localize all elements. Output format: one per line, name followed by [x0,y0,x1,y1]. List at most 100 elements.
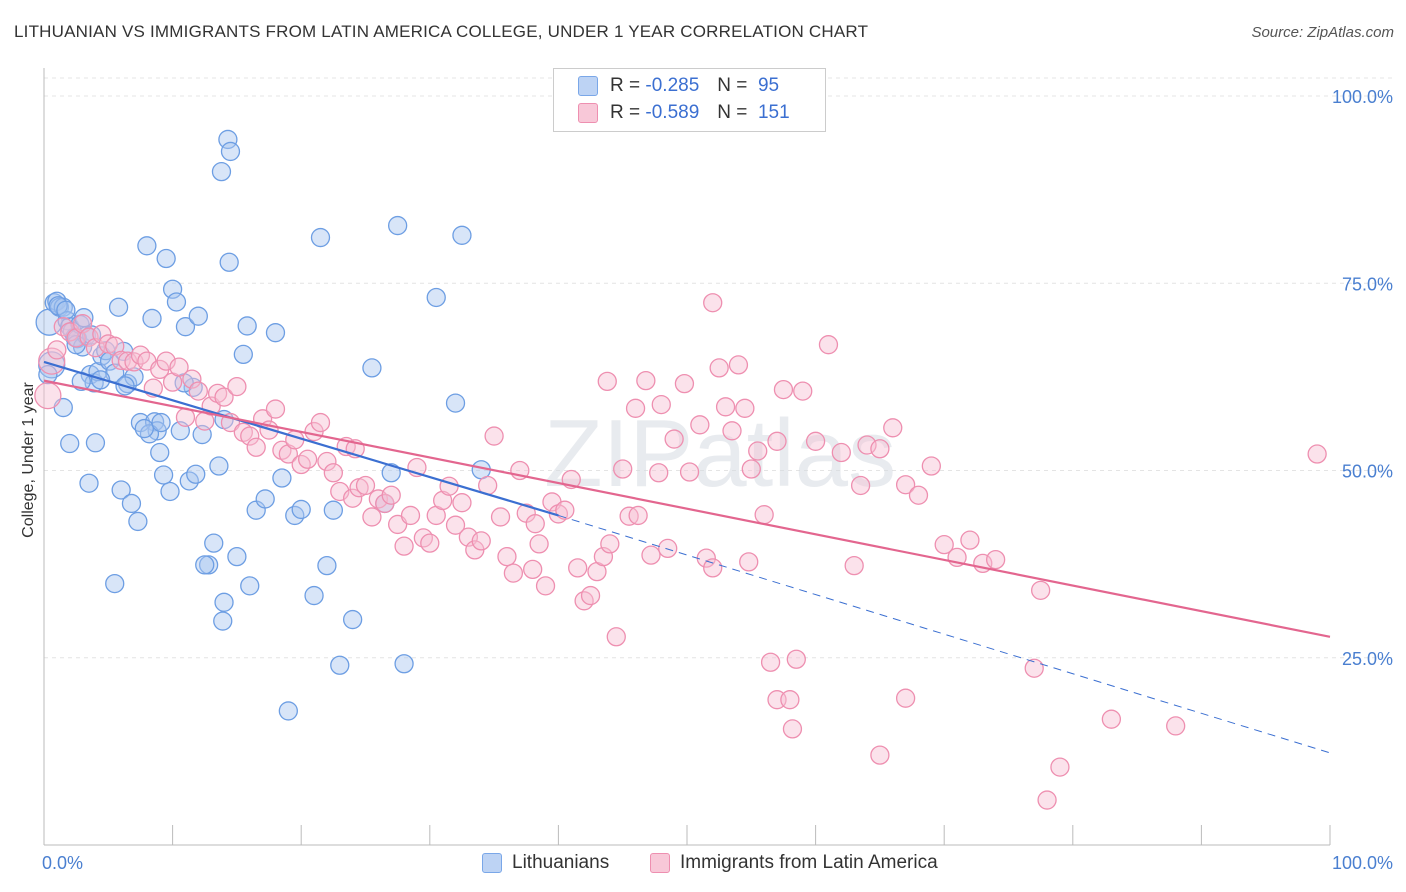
data-point [237,316,257,336]
data-point [568,558,588,578]
data-point [156,248,176,269]
data-point [128,511,148,532]
data-point [182,369,202,389]
stats-legend: R = -0.285 N = 95 R = -0.589 N = 151 [553,68,826,132]
data-point [445,515,466,535]
data-point [426,287,446,308]
data-point [183,377,203,398]
data-point [535,576,556,596]
data-point [490,507,511,527]
source-label: Source: ZipAtlas.com [1251,24,1394,41]
data-point [709,358,729,378]
data-point [870,439,890,459]
data-point [433,490,453,511]
bottom-swatch-pink [650,852,670,873]
data-point [310,412,331,433]
data-point [606,627,626,647]
data-point [580,585,601,606]
data-point [831,442,851,463]
data-point [754,505,774,525]
data-point [497,546,517,567]
data-point [53,317,73,337]
data-point [204,533,224,553]
n-label: N = [717,75,748,96]
data-point [773,379,794,400]
data-point [641,545,661,565]
data-point [471,531,491,551]
data-point [142,308,162,329]
data-point [56,300,76,320]
data-point [85,433,106,453]
r-value: -0.589 [645,102,700,123]
bottom-legend-label: Immigrants from Latin America [680,852,938,873]
data-point [323,500,344,520]
data-point [186,464,206,484]
data-point [1037,790,1057,810]
data-point [153,465,174,485]
data-point [748,441,768,461]
data-point [105,573,125,594]
data-point [121,493,142,514]
r-label: R = [610,102,641,123]
data-point [160,481,180,502]
data-point [310,227,331,248]
data-point [1101,709,1122,729]
x-tick-label-max: 100.0% [1332,853,1393,873]
data-point [317,555,337,576]
data-point [387,215,408,236]
data-point [34,381,62,410]
series-latin-america [34,293,1327,810]
tick-labels: 100.0% 75.0% 50.0% 25.0% 0.0% 100.0% [42,87,1393,873]
data-point [323,463,344,483]
y-axis-label: College, Under 1 year [20,382,37,538]
data-point [74,308,94,328]
legend-row-latin-america: R = -0.589 N = 151 [578,102,790,128]
data-point [445,393,466,413]
data-point [674,373,695,394]
data-point [895,475,916,495]
data-point [613,459,633,479]
data-point [317,451,337,472]
data-point [134,418,154,439]
data-point [265,323,286,343]
data-point [137,236,157,256]
data-point [780,690,800,710]
data-point [739,552,759,572]
y-tick-label: 100.0% [1332,87,1393,107]
data-point [658,538,678,559]
data-point [484,426,504,446]
data-point [278,701,298,721]
data-point [111,480,131,500]
data-point [139,424,160,444]
data-point [985,549,1006,570]
data-point [166,292,187,312]
data-point [703,558,723,578]
data-point [741,459,761,479]
data-point [523,559,543,580]
data-point [108,297,129,317]
data-series [34,129,1327,810]
data-point [529,534,549,554]
data-point [219,252,239,272]
axes [43,68,1331,846]
data-point [400,505,421,526]
data-point [169,357,189,377]
data-point [722,421,742,441]
data-point [960,530,980,550]
data-point [703,293,723,313]
data-point [92,324,112,344]
legend-swatch-pink [578,102,598,123]
data-point [162,279,183,299]
data-point [664,429,684,449]
data-point [381,463,401,483]
data-point [105,336,125,356]
data-point [355,475,376,496]
legend-row-lithuanians: R = -0.285 N = 95 [578,75,779,101]
data-point [255,489,275,509]
data-point [195,555,215,575]
data-point [895,688,916,708]
data-point [227,376,247,397]
data-point [394,536,414,556]
data-point [38,347,66,375]
data-point [1024,658,1044,678]
